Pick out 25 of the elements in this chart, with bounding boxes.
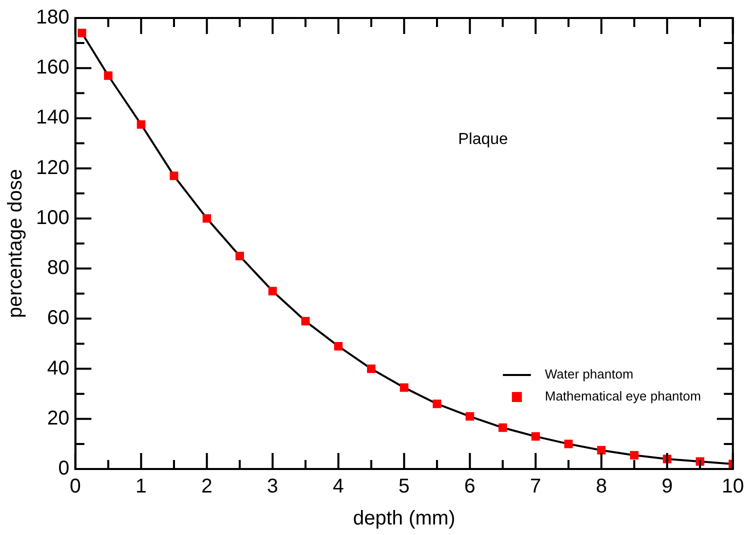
- x-tick-label: 9: [662, 476, 673, 498]
- y-tick-label: 120: [36, 156, 70, 179]
- y-tick-label: 20: [47, 407, 70, 430]
- x-tick-label: 3: [267, 476, 278, 498]
- legend-label: Mathematical eye phantom: [544, 388, 701, 404]
- y-tick-label: 60: [47, 307, 70, 330]
- y-tick-label: 140: [36, 106, 70, 129]
- annotation: Plaque: [458, 131, 508, 148]
- x-tick-label: 8: [596, 476, 607, 498]
- x-tick-label: 1: [136, 476, 147, 498]
- x-tick-label: 5: [398, 476, 410, 498]
- y-tick-label: 100: [36, 206, 70, 229]
- y-axis-title: percentage dose: [4, 168, 27, 318]
- x-tick-label: 2: [201, 476, 212, 498]
- x-tick-label: 7: [530, 476, 542, 498]
- x-tick-label: 4: [332, 476, 344, 498]
- y-tick-label: 160: [36, 56, 70, 79]
- y-tick-label: 40: [47, 357, 70, 380]
- y-tick-label: 0: [58, 458, 70, 480]
- y-tick-label: 180: [36, 6, 70, 29]
- legend-label: Water phantom: [544, 366, 634, 382]
- x-tick-label: 6: [464, 476, 476, 498]
- y-tick-label: 80: [47, 257, 70, 280]
- x-axis-title: depth (mm): [353, 508, 456, 530]
- x-tick-label: 10: [722, 476, 744, 498]
